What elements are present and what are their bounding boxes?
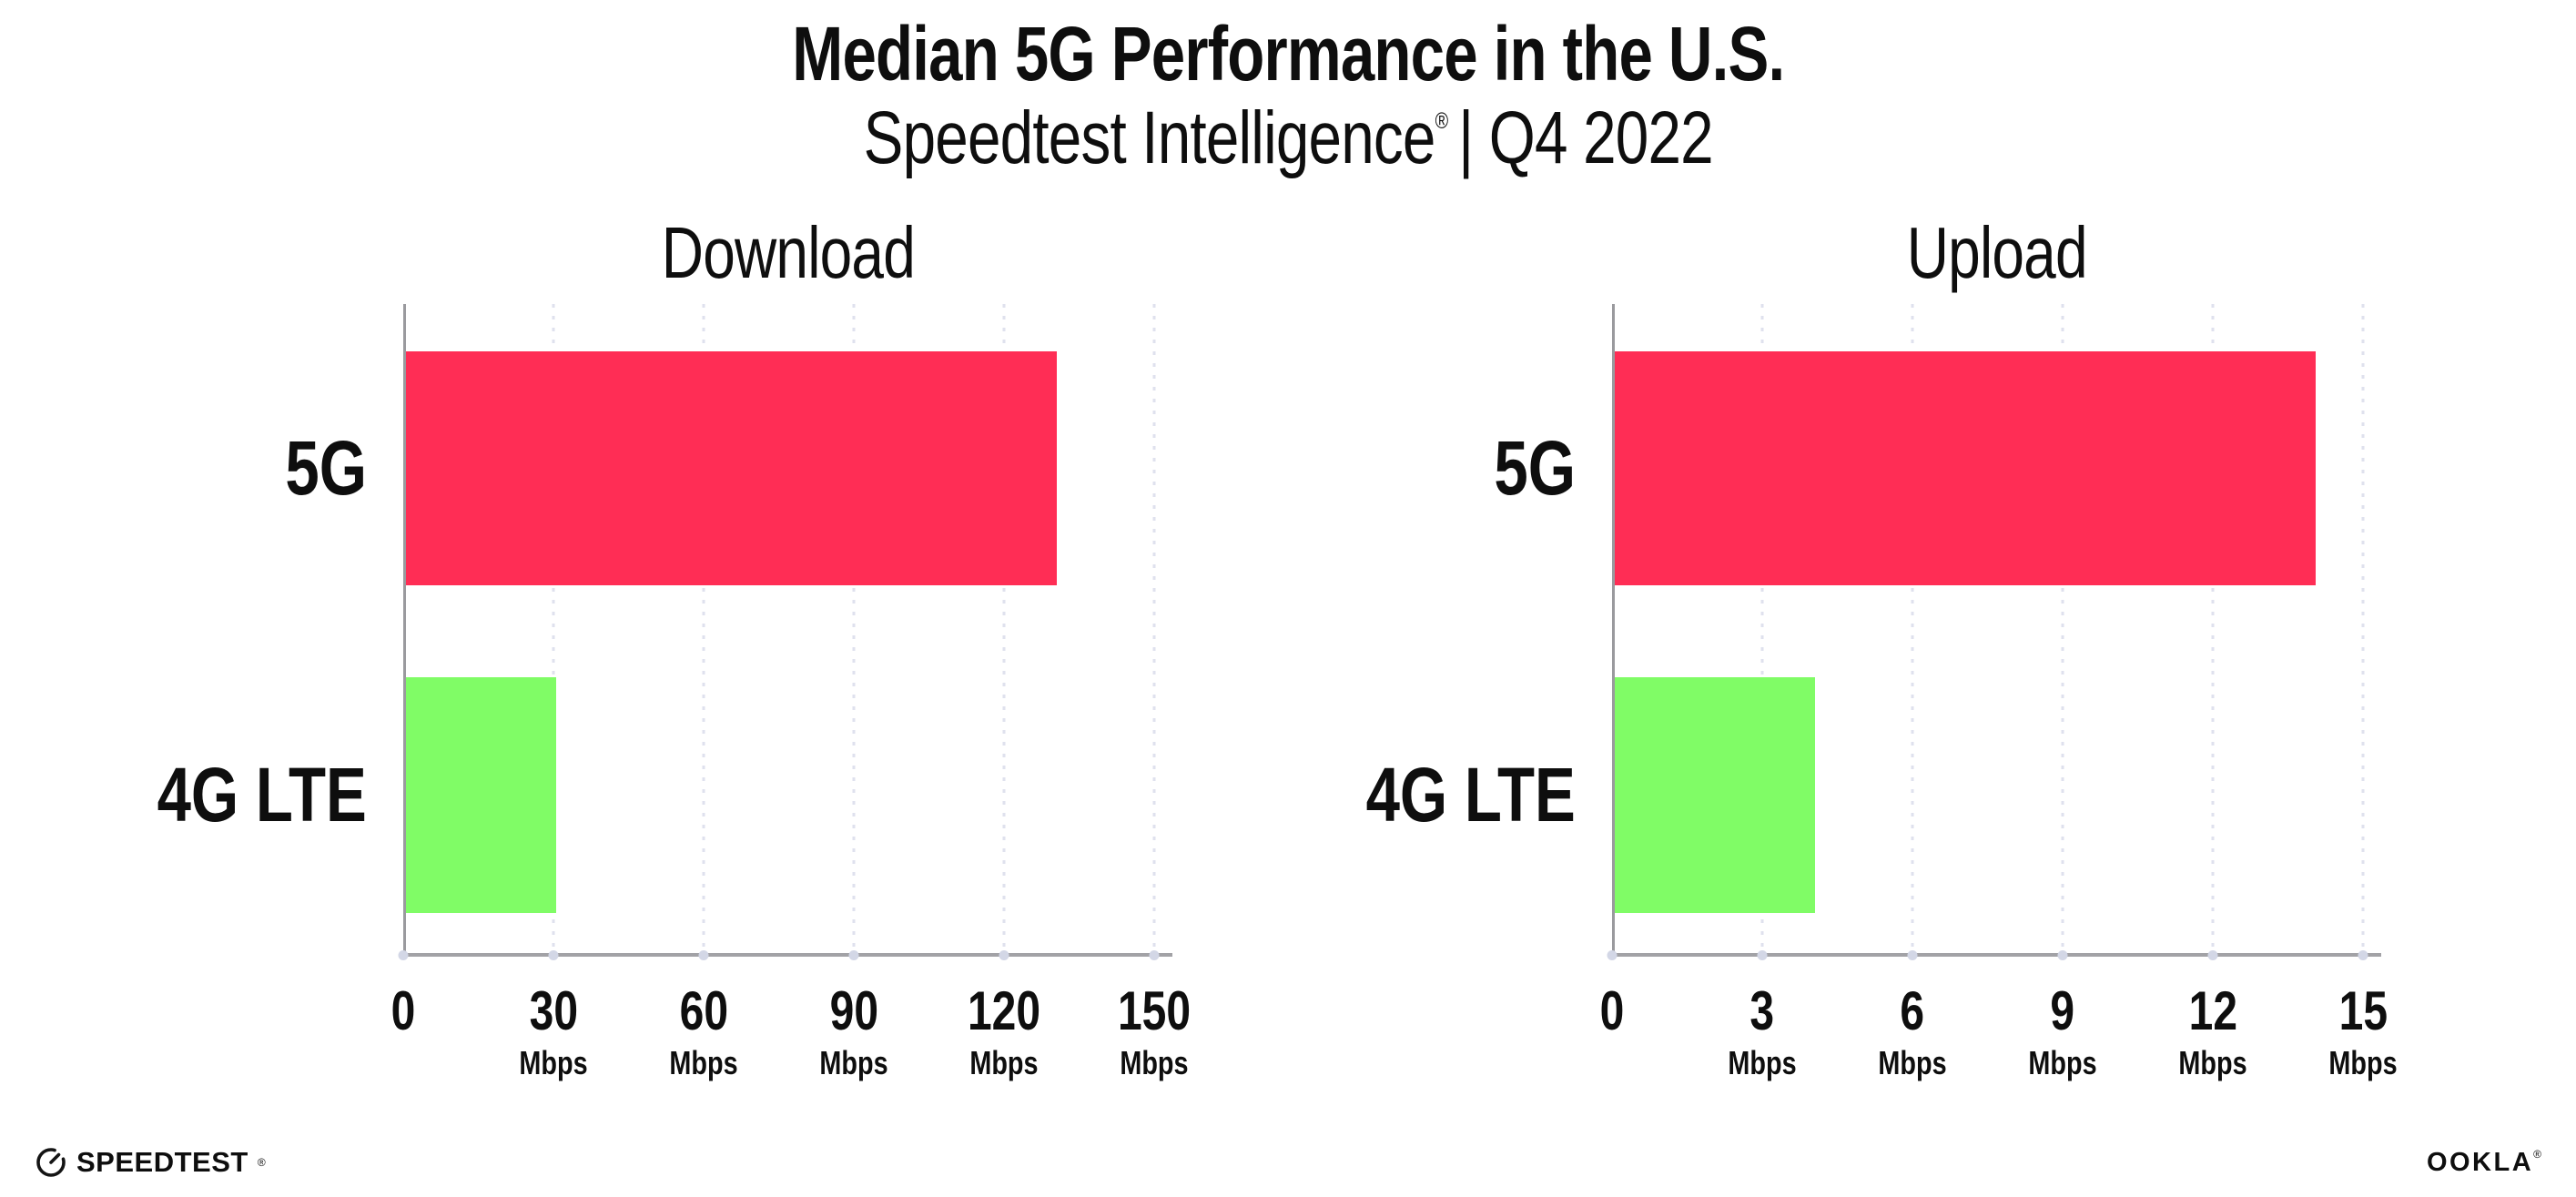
upload-chart-title: Upload [1612,211,2381,295]
download-x-tick-120: 120 Mbps [958,957,1050,1080]
upload-x-tick-6: 6 Mbps [1870,957,1955,1080]
download-axis-tick-dot-0 [398,949,409,960]
upload-gridline-9 [2061,303,2064,953]
download-x-tick-90: 90 Mbps [811,957,897,1080]
download-axis-tick-dot-30 [548,949,559,960]
upload-x-tick-value-6: 6 [1900,979,1925,1041]
upload-x-tick-value-12: 12 [2188,979,2237,1041]
download-gridline-150 [1152,303,1156,953]
download-x-tick-150: 150 Mbps [1109,957,1200,1080]
upload-category-label-5g: 5G [1494,425,1576,512]
download-bar-4g-lte [406,676,556,913]
upload-axis-tick-dot-9 [2057,949,2068,960]
download-chart-panel: Download 5G 4G LTE 0 30 Mbps 60 Mbps 90 Mbps 120… [103,211,1191,1107]
download-gridline-90 [852,303,856,953]
download-y-axis-labels: 5G 4G LTE [103,304,403,957]
download-axis-tick-dot-60 [698,949,709,960]
upload-x-tick-value-15: 15 [2338,979,2388,1041]
upload-gridline-6 [1911,303,1914,953]
download-category-label-5g: 5G [285,425,367,512]
upload-x-tick-unit-9: Mbps [2028,1043,2097,1081]
upload-gridline-15 [2361,303,2365,953]
download-x-tick-value-90: 90 [829,979,878,1041]
download-chart-title: Download [403,211,1172,295]
download-plot-area [398,303,1172,960]
figure-header: Median 5G Performance in the U.S. Speedt… [0,0,2576,180]
upload-axis-tick-dot-12 [2207,949,2218,960]
download-gridline-120 [1002,303,1006,953]
upload-x-axis-line [1612,952,2381,957]
ookla-logo-text: OOKLA [2426,1147,2534,1177]
upload-x-tick-unit-12: Mbps [2178,1043,2247,1081]
upload-axis-tick-dot-6 [1907,949,1918,960]
upload-y-axis-line [1612,303,1615,957]
upload-x-tick-value-3: 3 [1749,979,1775,1041]
download-category-label-4g-lte: 4G LTE [157,752,367,838]
upload-plot-wrap: 5G 4G LTE [1312,303,2381,960]
upload-gridline-3 [1760,303,1764,953]
download-x-tick-unit-150: Mbps [1120,1043,1189,1081]
download-axis-tick-dot-120 [999,949,1009,960]
upload-y-axis-labels: 5G 4G LTE [1312,304,1612,957]
download-x-tick-value-120: 120 [967,979,1041,1041]
upload-x-tick-3: 3 Mbps [1719,957,1805,1080]
download-gridline-30 [552,303,555,953]
page-subtitle-text: Speedtest Intelligence® | Q4 2022 [863,96,1714,180]
download-axis-tick-dot-90 [848,949,859,960]
upload-category-label-4g-lte: 4G LTE [1365,752,1576,838]
upload-gridline-12 [2211,303,2215,953]
upload-axis-tick-dot-3 [1757,949,1768,960]
charts-row: Download 5G 4G LTE 0 30 Mbps 60 Mbps 90 Mbps 120… [0,211,2576,1107]
download-axis-tick-dot-150 [1149,949,1160,960]
subtitle-period: | Q4 2022 [1457,96,1714,180]
download-x-tick-60: 60 Mbps [661,957,746,1080]
upload-x-tick-12: 12 Mbps [2170,957,2256,1080]
download-x-tick-30: 30 Mbps [511,957,596,1080]
upload-x-tick-value-9: 9 [2050,979,2075,1041]
upload-bar-4g-lte [1615,676,1815,913]
upload-chart-title-text: Upload [1906,211,2087,293]
download-x-tick-unit-60: Mbps [669,1043,738,1081]
upload-axis-tick-dot-0 [1607,949,1618,960]
download-x-tick-value-30: 30 [529,979,578,1041]
download-x-tick-value-60: 60 [679,979,728,1041]
page-subtitle: Speedtest Intelligence® | Q4 2022 [0,96,2576,180]
download-x-tick-value-0: 0 [390,979,416,1041]
download-y-axis-line [403,303,406,957]
upload-axis-tick-dot-15 [2358,949,2368,960]
download-x-axis-ticks: 0 30 Mbps 60 Mbps 90 Mbps 120 Mbps 150 Mbps [103,957,1191,1107]
download-x-tick-value-150: 150 [1117,979,1192,1041]
download-plot-wrap: 5G 4G LTE [103,303,1172,960]
upload-x-tick-15: 15 Mbps [2320,957,2406,1080]
speedtest-logo: SPEEDTEST ® [35,1146,266,1179]
upload-plot-area [1607,303,2381,960]
download-bar-5g [406,350,1057,585]
page-title-text: Median 5G Performance in the U.S. [791,11,1785,96]
speedtest-registered-mark: ® [257,1156,266,1169]
upload-chart-panel: Upload 5G 4G LTE 0 3 Mbps 6 Mbps 9 Mbps 12 Mbps 15… [1312,211,2398,1107]
upload-x-tick-0: 0 [1597,957,1627,1039]
download-x-tick-unit-90: Mbps [819,1043,888,1081]
download-x-tick-unit-120: Mbps [969,1043,1039,1081]
ookla-logo: OOKLA® [2427,1148,2541,1178]
download-chart-title-text: Download [661,211,915,293]
registered-trademark-symbol: ® [1435,108,1448,134]
upload-x-axis-ticks: 0 3 Mbps 6 Mbps 9 Mbps 12 Mbps 15 Mbps [1312,957,2398,1107]
speedtest-logo-text: SPEEDTEST [76,1146,248,1178]
ookla-registered-mark: ® [2533,1147,2541,1161]
upload-x-tick-unit-15: Mbps [2328,1043,2398,1081]
upload-x-tick-value-0: 0 [1599,979,1625,1041]
subtitle-brand: Speedtest Intelligence [863,96,1435,180]
upload-bar-5g [1615,350,2316,585]
page-title: Median 5G Performance in the U.S. [0,11,2576,96]
upload-x-tick-unit-3: Mbps [1728,1043,1797,1081]
upload-x-tick-9: 9 Mbps [2020,957,2105,1080]
figure-footer: SPEEDTEST ® OOKLA® [35,1146,2541,1179]
download-x-tick-0: 0 [388,957,418,1039]
download-gridline-60 [702,303,705,953]
download-x-axis-line [403,952,1172,957]
upload-x-tick-unit-6: Mbps [1878,1043,1947,1081]
speedtest-gauge-icon [36,1148,66,1177]
download-x-tick-unit-30: Mbps [519,1043,588,1081]
